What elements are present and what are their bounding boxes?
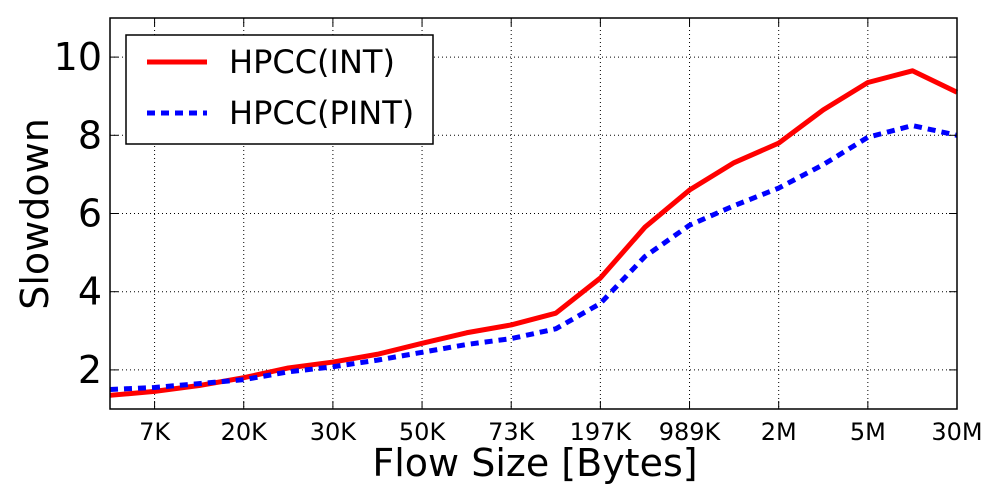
series-line-hpcc-pint [109, 123, 958, 392]
legend-label-hpcc-pint: HPCC(PINT) [229, 94, 414, 132]
axis-ticks [110, 18, 958, 409]
series-lines [109, 68, 959, 398]
x-tick-labels: 7K 20K 30K 50K 73K 197K 989K 2M 5M 30M [139, 418, 983, 446]
x-tick-label: 989K [659, 418, 722, 446]
legend-label-hpcc-int: HPCC(INT) [229, 43, 395, 81]
y-tick-label: 10 [54, 35, 102, 79]
x-tick-label: 50K [399, 418, 447, 446]
y-tick-label: 6 [78, 192, 102, 236]
x-tick-label: 30K [310, 418, 358, 446]
x-axis-title: Flow Size [Bytes] [372, 441, 697, 485]
x-tick-label: 2M [761, 418, 797, 446]
x-tick-label: 197K [570, 418, 633, 446]
y-axis-title: Slowdown [13, 118, 57, 310]
y-tick-label: 4 [78, 270, 102, 314]
x-tick-label: 7K [139, 418, 171, 446]
legend-box [125, 34, 434, 145]
y-tick-labels: 2 4 6 8 10 [54, 35, 102, 392]
x-tick-label: 30M [931, 418, 982, 446]
x-tick-label: 73K [488, 418, 536, 446]
x-tick-label: 5M [850, 418, 886, 446]
legend: HPCC(INT) HPCC(PINT) [125, 34, 434, 145]
y-tick-label: 8 [78, 113, 102, 157]
x-tick-label: 20K [221, 418, 269, 446]
y-tick-label: 2 [78, 348, 102, 392]
